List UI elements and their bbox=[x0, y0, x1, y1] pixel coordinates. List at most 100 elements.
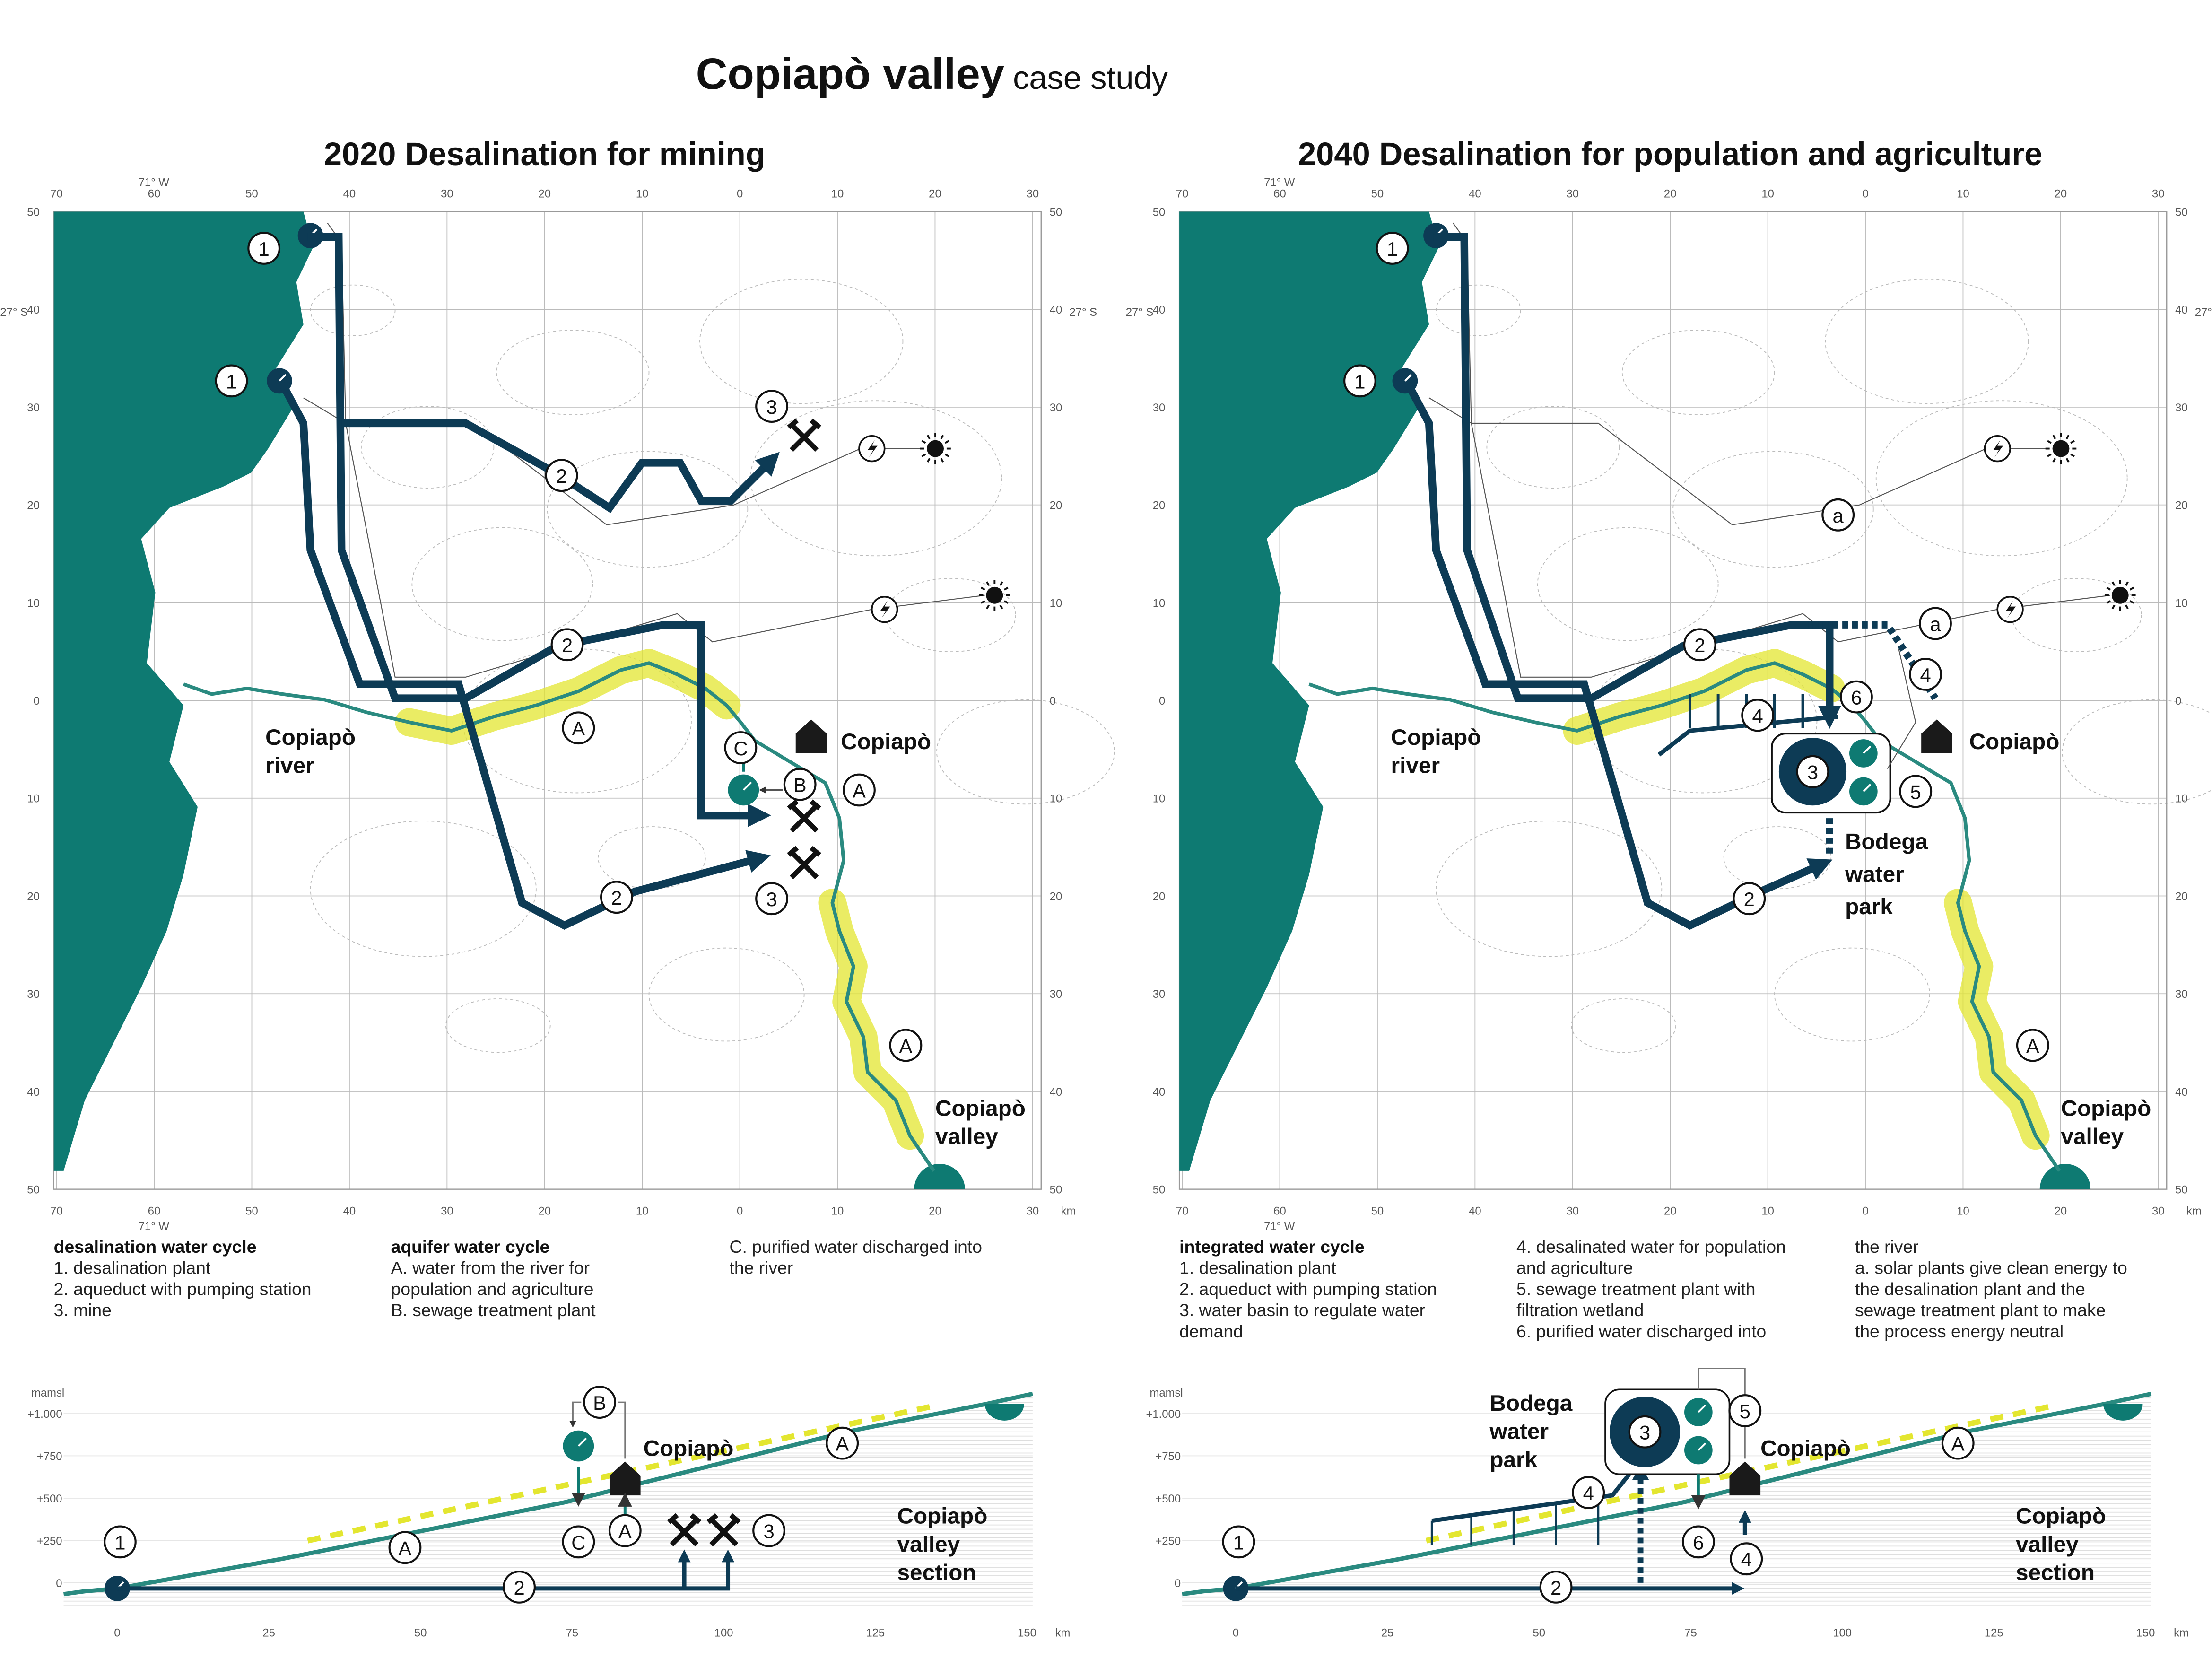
marker-label: 3 bbox=[1639, 1422, 1650, 1444]
y-tick-label: 50 bbox=[1050, 1184, 1062, 1196]
section-irrigation bbox=[1515, 1515, 1530, 1524]
lat-label: 27° S bbox=[0, 306, 28, 319]
y-tick-label: 20 bbox=[27, 499, 40, 512]
y-tick-label: 50 bbox=[1153, 206, 1166, 218]
x-tick-label: 10 bbox=[636, 1205, 649, 1217]
plant-mark bbox=[742, 781, 752, 791]
marker-circle bbox=[1376, 232, 1409, 265]
x-tick-label: 30 bbox=[1567, 1205, 1579, 1217]
place-label: Copiapò bbox=[935, 1096, 1026, 1121]
sun-rays bbox=[2045, 433, 2077, 464]
section-y-label: +750 bbox=[1155, 1450, 1181, 1463]
section-pipe bbox=[618, 1401, 626, 1459]
y-tick-label: 0 bbox=[1050, 695, 1056, 707]
section-irrigation bbox=[1764, 1462, 1778, 1471]
legend-text: 3. water basin to regulate water bbox=[1179, 1300, 1425, 1320]
contour bbox=[361, 406, 495, 489]
section-x-label: 150 bbox=[1018, 1626, 1036, 1639]
section-irrigation bbox=[1990, 1414, 2004, 1423]
y-tick-label: 30 bbox=[1153, 988, 1166, 1001]
marker-label: 2 bbox=[1694, 634, 1705, 656]
contour bbox=[648, 947, 805, 1042]
section-irrigation bbox=[307, 1535, 321, 1544]
sea bbox=[1179, 211, 1439, 1171]
section-irrigation bbox=[1922, 1428, 1936, 1437]
marker-label: 1 bbox=[1233, 1531, 1244, 1554]
marker-circle bbox=[889, 1029, 923, 1062]
legend-text: 1. desalination plant bbox=[1179, 1258, 1336, 1278]
legend-text: the river bbox=[1855, 1237, 1919, 1257]
lat-label: 27° S bbox=[1126, 306, 1154, 319]
section-irrigation bbox=[894, 1409, 908, 1417]
contour bbox=[936, 699, 1115, 805]
section-irrigation bbox=[1944, 1423, 1959, 1432]
section-y-label: +1.000 bbox=[27, 1408, 62, 1421]
contour bbox=[699, 279, 904, 404]
lat-label: 27° S bbox=[2195, 306, 2212, 319]
y-tick-label: 50 bbox=[1050, 206, 1062, 218]
section-x-unit: km bbox=[2174, 1626, 2189, 1639]
section-irrigation bbox=[1854, 1443, 1869, 1451]
section-x-unit: km bbox=[1055, 1626, 1071, 1639]
plant-mark bbox=[1698, 1442, 1707, 1451]
panel-title: 2040 Desalination for population and agr… bbox=[1298, 136, 2042, 172]
legend-text: filtration wetland bbox=[1516, 1300, 1644, 1320]
y-tick-label: 0 bbox=[34, 695, 40, 707]
x-tick-label: 60 bbox=[148, 188, 161, 201]
marker-circle bbox=[752, 1514, 785, 1547]
section-irrigation bbox=[668, 1457, 682, 1466]
mine-icon bbox=[667, 1513, 702, 1547]
power-line bbox=[1887, 648, 1916, 769]
contour bbox=[310, 821, 537, 957]
section-irrigation bbox=[1493, 1520, 1507, 1529]
marker-circle bbox=[1796, 755, 1829, 788]
sun-icon bbox=[986, 586, 1003, 604]
aqueduct bbox=[341, 419, 780, 514]
sun-icon bbox=[927, 440, 944, 457]
legend-text: population and agriculture bbox=[391, 1279, 594, 1299]
x-tick-label: 40 bbox=[343, 188, 356, 201]
x-tick-label: 20 bbox=[2055, 1205, 2067, 1217]
marker-circle bbox=[1628, 1415, 1662, 1449]
marker-label: 2 bbox=[556, 465, 567, 487]
plant-mark bbox=[577, 1437, 587, 1447]
legend-text: 1. desalination plant bbox=[54, 1258, 211, 1278]
section-irrigation bbox=[1606, 1496, 1620, 1505]
x-tick-label: 50 bbox=[245, 1205, 258, 1217]
place-label: park bbox=[1845, 894, 1893, 919]
contour bbox=[1672, 451, 1874, 568]
section-x-label: 75 bbox=[1684, 1626, 1697, 1639]
plant-mark bbox=[1404, 374, 1412, 382]
x-tick-label: 10 bbox=[1761, 1205, 1774, 1217]
x-tick-label: 70 bbox=[1176, 1205, 1189, 1217]
y-tick-label: 30 bbox=[27, 988, 40, 1001]
legend-text: 6. purified water discharged into bbox=[1516, 1321, 1766, 1341]
mine-icon bbox=[787, 846, 821, 880]
contour bbox=[1825, 279, 2029, 404]
y-tick-label: 40 bbox=[1050, 304, 1062, 316]
marker-label: 3 bbox=[766, 396, 777, 418]
legend-text: B. sewage treatment plant bbox=[391, 1300, 596, 1320]
place-label: Copiapò bbox=[841, 729, 931, 754]
river bbox=[183, 661, 936, 1172]
legend-text: the desalination plant and the bbox=[1855, 1279, 2085, 1299]
power-line bbox=[1452, 222, 2050, 525]
y-tick-label: 40 bbox=[2175, 1086, 2188, 1099]
section-aqueduct bbox=[117, 1549, 734, 1591]
section-y-label: +750 bbox=[37, 1450, 62, 1463]
marker-circle bbox=[1681, 1525, 1715, 1559]
section-x-label: 25 bbox=[1381, 1626, 1394, 1639]
marker-circle bbox=[1572, 1476, 1605, 1509]
mine-icon bbox=[787, 799, 821, 833]
marker-circle bbox=[583, 1386, 617, 1419]
x-tick-label: 10 bbox=[1957, 188, 1969, 201]
aqueduct bbox=[307, 233, 771, 827]
marker-label: 4 bbox=[1741, 1548, 1752, 1571]
section-x-label: 0 bbox=[114, 1626, 120, 1639]
marker-circle bbox=[1539, 1570, 1573, 1604]
section-lake bbox=[2103, 1404, 2143, 1421]
irrigated-area bbox=[818, 889, 924, 1150]
y-tick-label: 50 bbox=[1153, 1184, 1166, 1196]
place-label: valley bbox=[2016, 1532, 2079, 1557]
section-irrigation bbox=[1538, 1511, 1552, 1519]
